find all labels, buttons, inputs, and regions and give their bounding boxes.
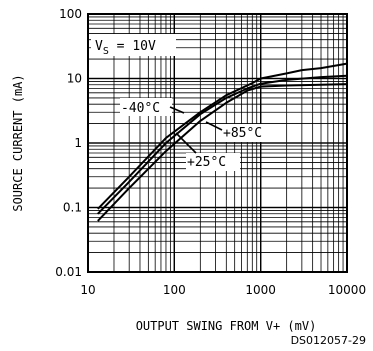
y-tick-label: 0.1 <box>63 201 82 215</box>
x-tick-label: 1000 <box>245 283 276 297</box>
plot-frame <box>87 13 348 273</box>
series-label-minus40-leader <box>169 106 185 114</box>
series-label-plus85: +85°C <box>223 126 262 141</box>
y-tick-labels: 0.01 0.1 1 10 100 <box>55 7 82 279</box>
y-tick-label: 1 <box>74 136 82 150</box>
x-tick-labels: 10 100 1000 10000 <box>80 283 366 297</box>
y-axis-label: SOURCE CURRENT (mA) <box>11 74 25 211</box>
x-tick-label: 100 <box>163 283 186 297</box>
footer-code: DS012057-29 <box>291 334 366 347</box>
grid <box>87 13 348 273</box>
x-tick-label: 10000 <box>328 283 366 297</box>
y-tick-label: 100 <box>59 7 82 21</box>
y-tick-label: 0.01 <box>55 265 82 279</box>
x-tick-label: 10 <box>80 283 95 297</box>
series-line-0 <box>97 62 348 210</box>
series-label-minus40-box: -40°C <box>120 98 185 116</box>
series-label-plus25: +25°C <box>187 155 226 170</box>
x-axis-label: OUTPUT SWING FROM V+ (mV) <box>136 319 317 333</box>
y-tick-label: 10 <box>67 72 82 86</box>
series-line-2 <box>97 83 348 222</box>
series-label-plus25-leader <box>175 132 197 154</box>
series-label-minus40: -40°C <box>121 101 160 116</box>
condition-label-box: VS = 10V <box>91 34 176 57</box>
series-label-plus25-box: +25°C <box>175 132 240 171</box>
series-label-plus85-leader <box>205 121 223 131</box>
series-layer <box>97 62 348 222</box>
series-line-1 <box>97 74 348 215</box>
series-label-plus85-box: +85°C <box>205 121 276 142</box>
condition-label: VS = 10V <box>95 39 156 57</box>
